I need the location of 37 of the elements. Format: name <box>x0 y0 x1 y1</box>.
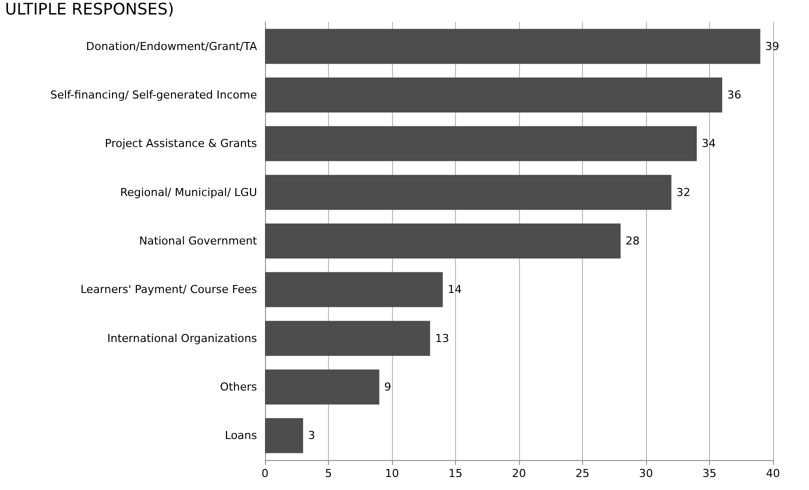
x-tick-label: 0 <box>262 467 268 480</box>
x-tick-label: 30 <box>639 467 653 480</box>
data-label: 14 <box>448 283 462 296</box>
y-tick-label: National Government <box>139 234 258 248</box>
x-tick-label: 5 <box>325 467 332 480</box>
data-label: 36 <box>727 88 742 102</box>
bar <box>265 272 443 308</box>
data-label: 34 <box>702 137 716 150</box>
bar <box>265 369 380 405</box>
x-tick-label: 10 <box>385 467 399 480</box>
x-tick-label: 25 <box>576 467 590 480</box>
data-label: 28 <box>626 234 640 248</box>
bar <box>265 223 621 259</box>
x-tick-label: 35 <box>702 467 716 480</box>
x-tick-label: 40 <box>766 467 780 480</box>
y-tick-label: Project Assistance & Grants <box>104 137 258 150</box>
y-tick-label: International Organizations <box>107 332 258 345</box>
data-label: 3 <box>308 429 316 442</box>
y-tick-label: Learners' Payment/ Course Fees <box>80 283 258 296</box>
bar <box>265 126 697 162</box>
y-tick-label: Others <box>220 380 258 394</box>
text: ULTIPLE RESPONSES) <box>5 0 174 18</box>
bar <box>265 418 304 454</box>
bar <box>265 77 722 113</box>
data-label: 9 <box>384 380 392 394</box>
bar <box>265 174 672 210</box>
data-label: 32 <box>676 186 690 199</box>
data-label: 13 <box>435 332 450 345</box>
y-tick-label: Loans <box>224 429 258 442</box>
bar <box>265 320 430 356</box>
x-tick-label: 15 <box>448 467 462 480</box>
y-tick-label: Self-financing/ Self-generated Income <box>50 88 258 102</box>
bar <box>265 28 760 64</box>
y-tick-label: Donation/Endowment/Grant/TA <box>86 40 258 53</box>
data-label: 39 <box>765 40 780 53</box>
y-tick-label: Regional/ Municipal/ LGU <box>120 186 257 199</box>
x-tick-label: 20 <box>512 467 526 480</box>
